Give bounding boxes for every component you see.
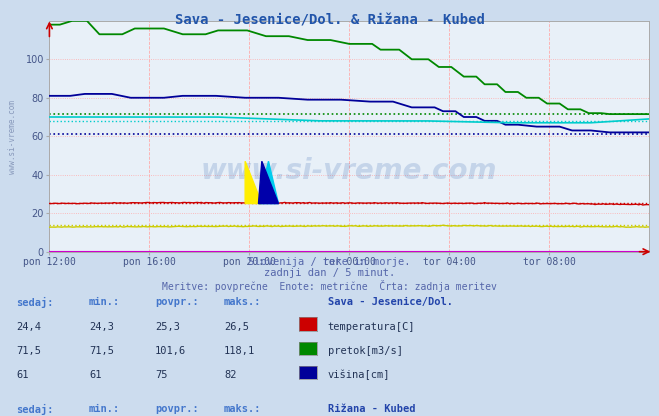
Text: www.si-vreme.com: www.si-vreme.com xyxy=(201,157,498,185)
Text: 118,1: 118,1 xyxy=(224,346,255,356)
Polygon shape xyxy=(258,161,279,203)
Text: pretok[m3/s]: pretok[m3/s] xyxy=(328,346,403,356)
Text: 71,5: 71,5 xyxy=(89,346,114,356)
Text: višina[cm]: višina[cm] xyxy=(328,370,390,380)
Text: 24,4: 24,4 xyxy=(16,322,42,332)
Text: min.:: min.: xyxy=(89,297,120,307)
Polygon shape xyxy=(245,161,262,203)
Text: 26,5: 26,5 xyxy=(224,322,249,332)
Text: 75: 75 xyxy=(155,370,167,380)
Polygon shape xyxy=(258,161,279,203)
Text: sedaj:: sedaj: xyxy=(16,297,54,309)
Text: www.si-vreme.com: www.si-vreme.com xyxy=(8,100,17,174)
Text: 25,3: 25,3 xyxy=(155,322,180,332)
Text: 24,3: 24,3 xyxy=(89,322,114,332)
Text: temperatura[C]: temperatura[C] xyxy=(328,322,415,332)
Text: 61: 61 xyxy=(16,370,29,380)
Text: zadnji dan / 5 minut.: zadnji dan / 5 minut. xyxy=(264,268,395,278)
Text: povpr.:: povpr.: xyxy=(155,297,198,307)
Text: 61: 61 xyxy=(89,370,101,380)
Text: 71,5: 71,5 xyxy=(16,346,42,356)
Text: Sava - Jesenice/Dol. & Rižana - Kubed: Sava - Jesenice/Dol. & Rižana - Kubed xyxy=(175,13,484,27)
Text: povpr.:: povpr.: xyxy=(155,404,198,414)
Text: sedaj:: sedaj: xyxy=(16,404,54,416)
Text: Sava - Jesenice/Dol.: Sava - Jesenice/Dol. xyxy=(328,297,453,307)
Text: Rižana - Kubed: Rižana - Kubed xyxy=(328,404,415,414)
Text: 82: 82 xyxy=(224,370,237,380)
Text: maks.:: maks.: xyxy=(224,404,262,414)
Text: Slovenija / reke in morje.: Slovenija / reke in morje. xyxy=(248,257,411,267)
Text: 101,6: 101,6 xyxy=(155,346,186,356)
Text: min.:: min.: xyxy=(89,404,120,414)
Text: maks.:: maks.: xyxy=(224,297,262,307)
Text: Meritve: povprečne  Enote: metrične  Črta: zadnja meritev: Meritve: povprečne Enote: metrične Črta:… xyxy=(162,280,497,292)
